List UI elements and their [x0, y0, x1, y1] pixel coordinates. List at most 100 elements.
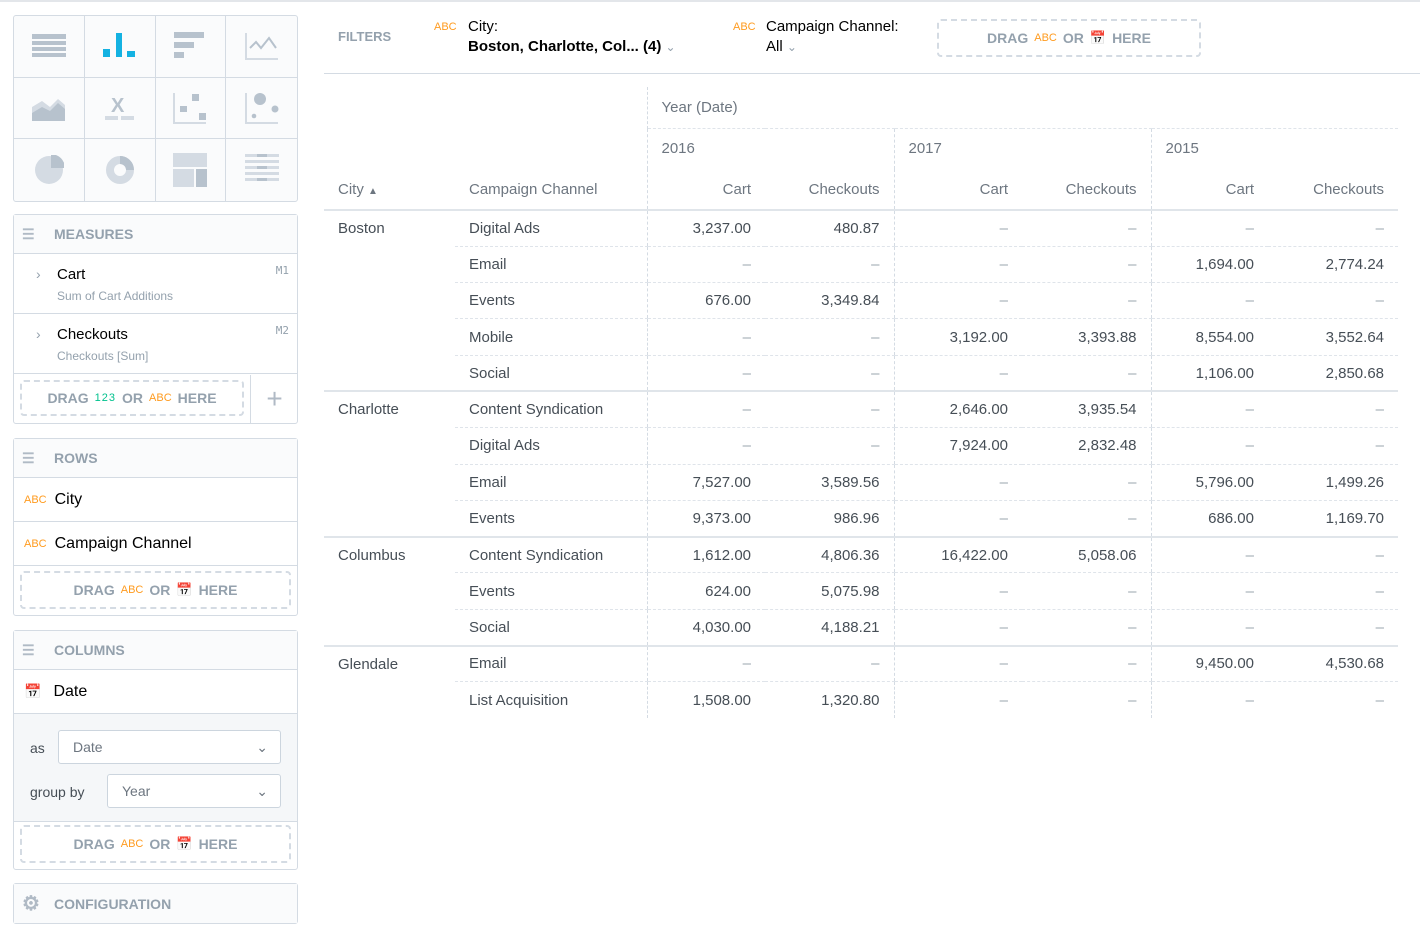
sort-ascending-icon: ▲: [368, 185, 378, 197]
column-chart-button[interactable]: [84, 16, 156, 78]
value-cell: –: [646, 644, 765, 683]
abc-icon: ABC: [120, 838, 144, 850]
measures-title: MEASURES: [54, 226, 134, 242]
row-item-city[interactable]: ABC City: [14, 478, 297, 522]
cart-column-header[interactable]: Cart: [893, 169, 1022, 211]
value-cell: 624.00: [646, 572, 765, 610]
date-dataset-select[interactable]: Date ⌄: [58, 730, 281, 764]
heatmap-button[interactable]: [226, 139, 297, 201]
row-item-label: Campaign Channel: [54, 534, 192, 552]
abc-icon: ABC: [434, 21, 457, 33]
list-icon: ☰: [22, 641, 35, 658]
campaign-channel-filter[interactable]: ABC Campaign Channel: All ⌄: [733, 18, 899, 55]
value-cell: –: [1128, 618, 1137, 636]
chevron-down-icon: ⌄: [256, 738, 268, 755]
value-cell: 1,169.70: [1325, 509, 1384, 527]
cart-column-header[interactable]: Cart: [646, 169, 765, 211]
treemap-button[interactable]: [156, 139, 227, 201]
table-row: Events 9,373.00 986.96– –686.00 1,169.70: [324, 500, 1398, 537]
area-chart-button[interactable]: [14, 77, 85, 140]
value-cell: –: [765, 644, 894, 683]
treemap-icon: [173, 153, 208, 188]
measure-description: Sum of Cart Additions: [57, 289, 174, 303]
abc-icon: ABC: [1034, 32, 1057, 44]
group-by-select[interactable]: Year ⌄: [107, 774, 281, 808]
measure-item-cart[interactable]: › Cart Sum of Cart Additions M1: [14, 254, 297, 314]
channel-cell: Content Syndication: [455, 390, 647, 429]
number-icon: 123: [94, 392, 117, 404]
donut-chart-icon: [105, 156, 134, 185]
scatter-chart-button[interactable]: [155, 77, 227, 140]
measures-drop-zone[interactable]: DRAG 123 OR ABC HERE: [20, 380, 244, 416]
value-cell: 986.96: [833, 509, 880, 527]
value-cell: –: [1022, 464, 1151, 501]
checkouts-column-header[interactable]: Checkouts: [1268, 169, 1398, 211]
headline-button[interactable]: X: [84, 77, 156, 140]
value-cell: –: [1375, 691, 1384, 709]
chevron-right-icon[interactable]: ›: [36, 266, 41, 282]
rows-drop-zone[interactable]: DRAG ABC OR 📅 HERE: [20, 571, 291, 609]
value-cell: 1,106.00: [1150, 355, 1268, 392]
checkouts-column-header[interactable]: Checkouts: [1022, 169, 1151, 211]
filters-label: FILTERS: [338, 29, 392, 44]
headline-icon: X: [104, 95, 134, 120]
checkouts-column-header[interactable]: Checkouts: [765, 169, 894, 211]
value-cell: 2,646.00: [893, 390, 1022, 429]
value-cell: –: [1022, 246, 1151, 284]
drag-text: DRAG: [987, 30, 1029, 46]
value-cell: 7,924.00: [893, 427, 1022, 465]
value-cell: –: [1268, 427, 1398, 465]
value-cell: –: [1268, 572, 1398, 610]
table-row: Events 624.00 5,075.98– – – –: [324, 572, 1398, 610]
value-cell: 1,499.26: [1268, 464, 1398, 501]
pivot-table: Year (Date) 2016 2017 2015 City ▲ Campaig…: [324, 87, 1398, 719]
value-cell: –: [646, 427, 765, 465]
table-icon: [31, 34, 66, 58]
filter-bar: FILTERS ABC City: Boston, Charlotte, Col.…: [324, 2, 1420, 74]
measure-id: M2: [275, 324, 289, 337]
cart-column-header[interactable]: Cart: [1150, 169, 1268, 211]
here-text: HERE: [1112, 30, 1151, 46]
select-value: Date: [73, 739, 103, 755]
chevron-right-icon[interactable]: ›: [36, 326, 41, 342]
line-chart-button[interactable]: [226, 16, 297, 78]
city-filter[interactable]: ABC City: Boston, Charlotte, Col... (4) ⌄: [434, 18, 676, 55]
city-column-header[interactable]: City ▲: [324, 169, 455, 211]
row-item-campaign-channel[interactable]: ABC Campaign Channel: [14, 522, 297, 566]
value-cell: 3,349.84: [765, 282, 894, 320]
table-row: List Acquisition 1,508.00 1,320.80– – – –: [324, 681, 1398, 719]
or-text: OR: [149, 836, 171, 852]
measure-item-checkouts[interactable]: › Checkouts Checkouts [Sum] M2: [14, 314, 297, 374]
city-filter-value: Boston, Charlotte, Col... (4): [468, 38, 662, 55]
city-cell: Columbus: [324, 535, 455, 646]
channel-filter-label: Campaign Channel:: [766, 18, 899, 35]
channel-cell: Email: [455, 464, 647, 501]
value-cell: 3,393.88: [1022, 318, 1151, 356]
pie-chart-button[interactable]: [14, 139, 85, 201]
calendar-icon: 📅: [1089, 30, 1107, 45]
value-cell: 1,694.00: [1150, 246, 1268, 284]
city-cell: Boston: [338, 220, 385, 237]
table-row: Boston Digital Ads 3,237.00 480.87– – – –: [324, 210, 1398, 247]
table-row: Columbus Content Syndication 1,612.00 4,806…: [324, 535, 1398, 646]
list-icon: ☰: [22, 225, 35, 242]
city-cell: Charlotte: [324, 390, 455, 537]
value-cell: –: [1375, 618, 1384, 636]
campaign-channel-column-header[interactable]: Campaign Channel: [455, 169, 647, 211]
value-cell: –: [893, 572, 1022, 610]
value-cell: –: [893, 355, 1022, 392]
value-cell: –: [871, 364, 880, 382]
configuration-section[interactable]: ⚙ CONFIGURATION: [13, 883, 298, 924]
value-cell: –: [1150, 535, 1268, 574]
column-item-date[interactable]: 📅 Date: [14, 670, 297, 714]
value-cell: 686.00: [1150, 500, 1268, 537]
table-chart-button[interactable]: [14, 16, 85, 78]
columns-drop-zone[interactable]: DRAG ABC OR 📅 HERE: [20, 825, 291, 863]
add-measure-button[interactable]: +: [250, 375, 298, 423]
filters-drop-zone[interactable]: DRAG ABC OR 📅 HERE: [937, 19, 1201, 57]
value-cell: 4,530.68: [1268, 644, 1398, 683]
pie-chart-icon: [34, 155, 64, 185]
donut-chart-button[interactable]: [85, 139, 156, 201]
bubble-chart-button[interactable]: [226, 78, 297, 140]
bar-chart-button[interactable]: [155, 16, 227, 78]
